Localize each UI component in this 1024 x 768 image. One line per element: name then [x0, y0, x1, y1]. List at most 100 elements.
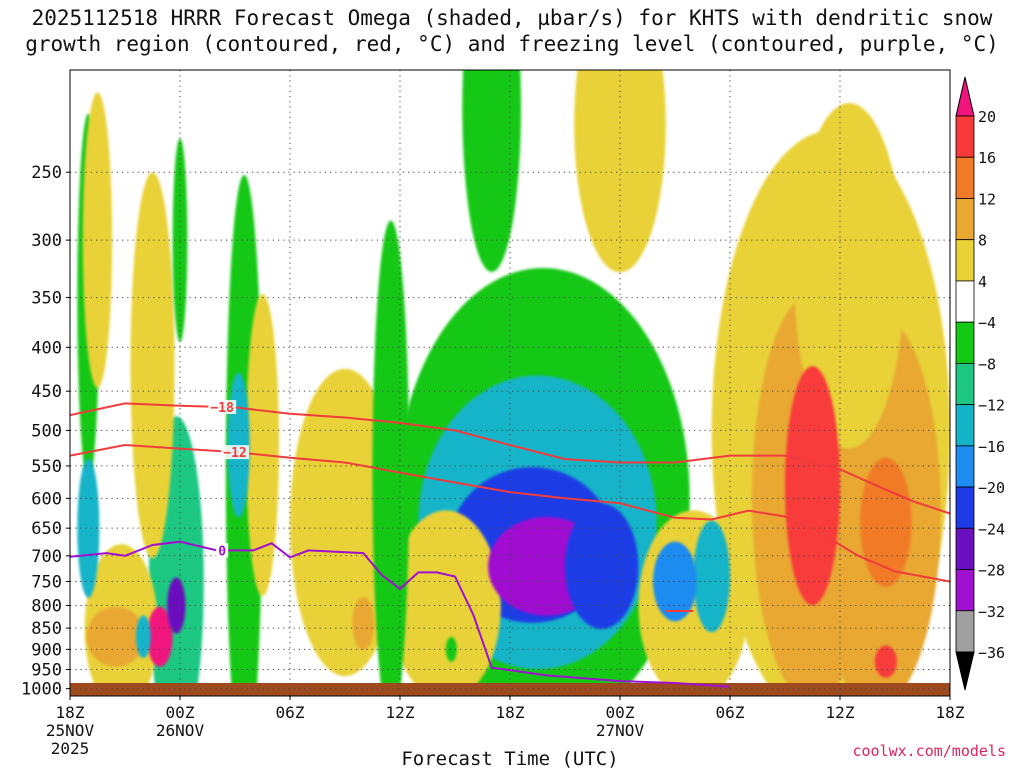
colorbar-label: 16 — [978, 149, 996, 167]
omega-shading — [77, 70, 950, 696]
colorbar-label: 4 — [978, 273, 987, 291]
omega-region — [147, 606, 173, 667]
x-tick-label: 12Z — [386, 703, 415, 722]
colorbar-segment — [955, 527, 975, 570]
omega-region — [352, 597, 375, 651]
colorbar-segment — [955, 115, 975, 158]
contour-label-bg — [216, 543, 229, 558]
colorbar-segment — [955, 321, 975, 364]
y-tick-label: 250 — [31, 163, 62, 183]
colorbar-label: 12 — [978, 190, 996, 208]
y-tick-label: 950 — [31, 661, 62, 681]
colorbar-segment — [955, 486, 975, 529]
y-tick-label: 600 — [31, 489, 62, 509]
colorbar-label: −4 — [978, 314, 996, 332]
chart-title-line2: growth region (contoured, red, °C) and f… — [25, 32, 999, 56]
x-tick-date-label: 26NOV — [156, 721, 205, 740]
omega-region — [372, 220, 410, 696]
x-tick-label: 06Z — [716, 703, 745, 722]
dgz-contour-label: −12 — [223, 446, 246, 461]
x-tick-year-label: 2025 — [51, 739, 90, 758]
y-tick-label: 800 — [31, 597, 62, 617]
omega-region — [462, 70, 521, 272]
colorbar-bottom-arrow — [955, 651, 975, 691]
y-tick-label: 1000 — [21, 680, 62, 700]
y-tick-label: 450 — [31, 382, 62, 402]
omega-region — [390, 510, 501, 696]
omega-region — [785, 366, 840, 606]
colorbar-label: −20 — [978, 479, 1005, 497]
x-tick-label: 00Z — [606, 703, 635, 722]
omega-region — [82, 92, 113, 388]
colorbar-label: −32 — [978, 603, 1005, 621]
omega-region — [227, 372, 250, 518]
x-tick-label: 12Z — [826, 703, 855, 722]
colorbar-label: 20 — [978, 108, 996, 126]
colorbar-segment — [955, 445, 975, 488]
omega-region — [565, 503, 639, 629]
colorbar-segment — [955, 610, 975, 653]
omega-colorbar: 20 16 12 8 4 −4 −8 −12 −16 −20 −24 −28 −32 −36 — [955, 76, 1005, 691]
y-tick-label: 850 — [31, 619, 62, 639]
y-tick-label: 900 — [31, 640, 62, 660]
omega-region — [638, 510, 749, 696]
colorbar-label: −36 — [978, 644, 1005, 662]
omega-region — [130, 172, 175, 559]
omega-region — [445, 636, 457, 662]
x-tick-label: 18Z — [936, 703, 965, 722]
colorbar-label: 8 — [978, 232, 987, 250]
colorbar-top-arrow — [955, 76, 975, 117]
dgz-contour-label: −18 — [210, 401, 234, 416]
site-credit: coolwx.com/models — [852, 742, 1006, 760]
colorbar-segment — [955, 198, 975, 241]
omega-region — [86, 606, 146, 667]
omega-region — [794, 103, 905, 449]
contour-label-bg — [221, 445, 249, 460]
y-tick-label: 700 — [31, 547, 62, 567]
y-tick-label: 750 — [31, 572, 62, 592]
x-tick-label: 18Z — [496, 703, 525, 722]
colorbar-segment — [955, 280, 975, 323]
omega-region — [290, 368, 400, 677]
colorbar-label: −16 — [978, 438, 1005, 456]
omega-region — [246, 293, 279, 597]
contour-lines: −18 −12 0 — [70, 400, 950, 688]
x-tick-label: 00Z — [166, 703, 195, 722]
omega-region — [693, 520, 731, 633]
omega-region — [574, 70, 666, 273]
x-tick-date-label: 25NOV — [46, 721, 95, 740]
colorbar-segment — [955, 569, 975, 612]
pressure-axis: 2503003504004505005506006507007508008509… — [21, 163, 70, 700]
omega-region — [77, 458, 100, 598]
omega-region — [860, 457, 912, 588]
y-tick-label: 300 — [31, 231, 62, 251]
y-tick-label: 350 — [31, 289, 62, 309]
omega-region — [874, 645, 897, 678]
colorbar-label: −28 — [978, 562, 1005, 580]
chart-title-line1: 2025112518 HRRR Forecast Omega (shaded, … — [31, 6, 993, 30]
omega-region — [167, 577, 186, 634]
colorbar-segment — [955, 239, 975, 282]
omega-region — [653, 541, 697, 622]
contour-label-bg — [208, 400, 237, 415]
y-tick-label: 550 — [31, 457, 62, 477]
plot-gridlines — [70, 70, 950, 696]
x-axis-label: Forecast Time (UTC) — [401, 748, 618, 768]
y-tick-label: 650 — [31, 519, 62, 539]
y-tick-label: 500 — [31, 421, 62, 441]
omega-region — [136, 615, 151, 659]
freezing-level-label: 0 — [218, 544, 226, 559]
colorbar-label: −12 — [978, 397, 1005, 415]
colorbar-label: −24 — [978, 520, 1005, 538]
colorbar-segment — [955, 404, 975, 447]
colorbar-segment — [955, 362, 975, 406]
x-tick-label: 18Z — [56, 703, 85, 722]
colorbar-segment — [955, 156, 975, 199]
x-tick-label: 06Z — [276, 703, 305, 722]
colorbar-label: −8 — [978, 355, 996, 373]
freezing-level-contour — [70, 540, 731, 688]
y-tick-label: 400 — [31, 338, 62, 358]
